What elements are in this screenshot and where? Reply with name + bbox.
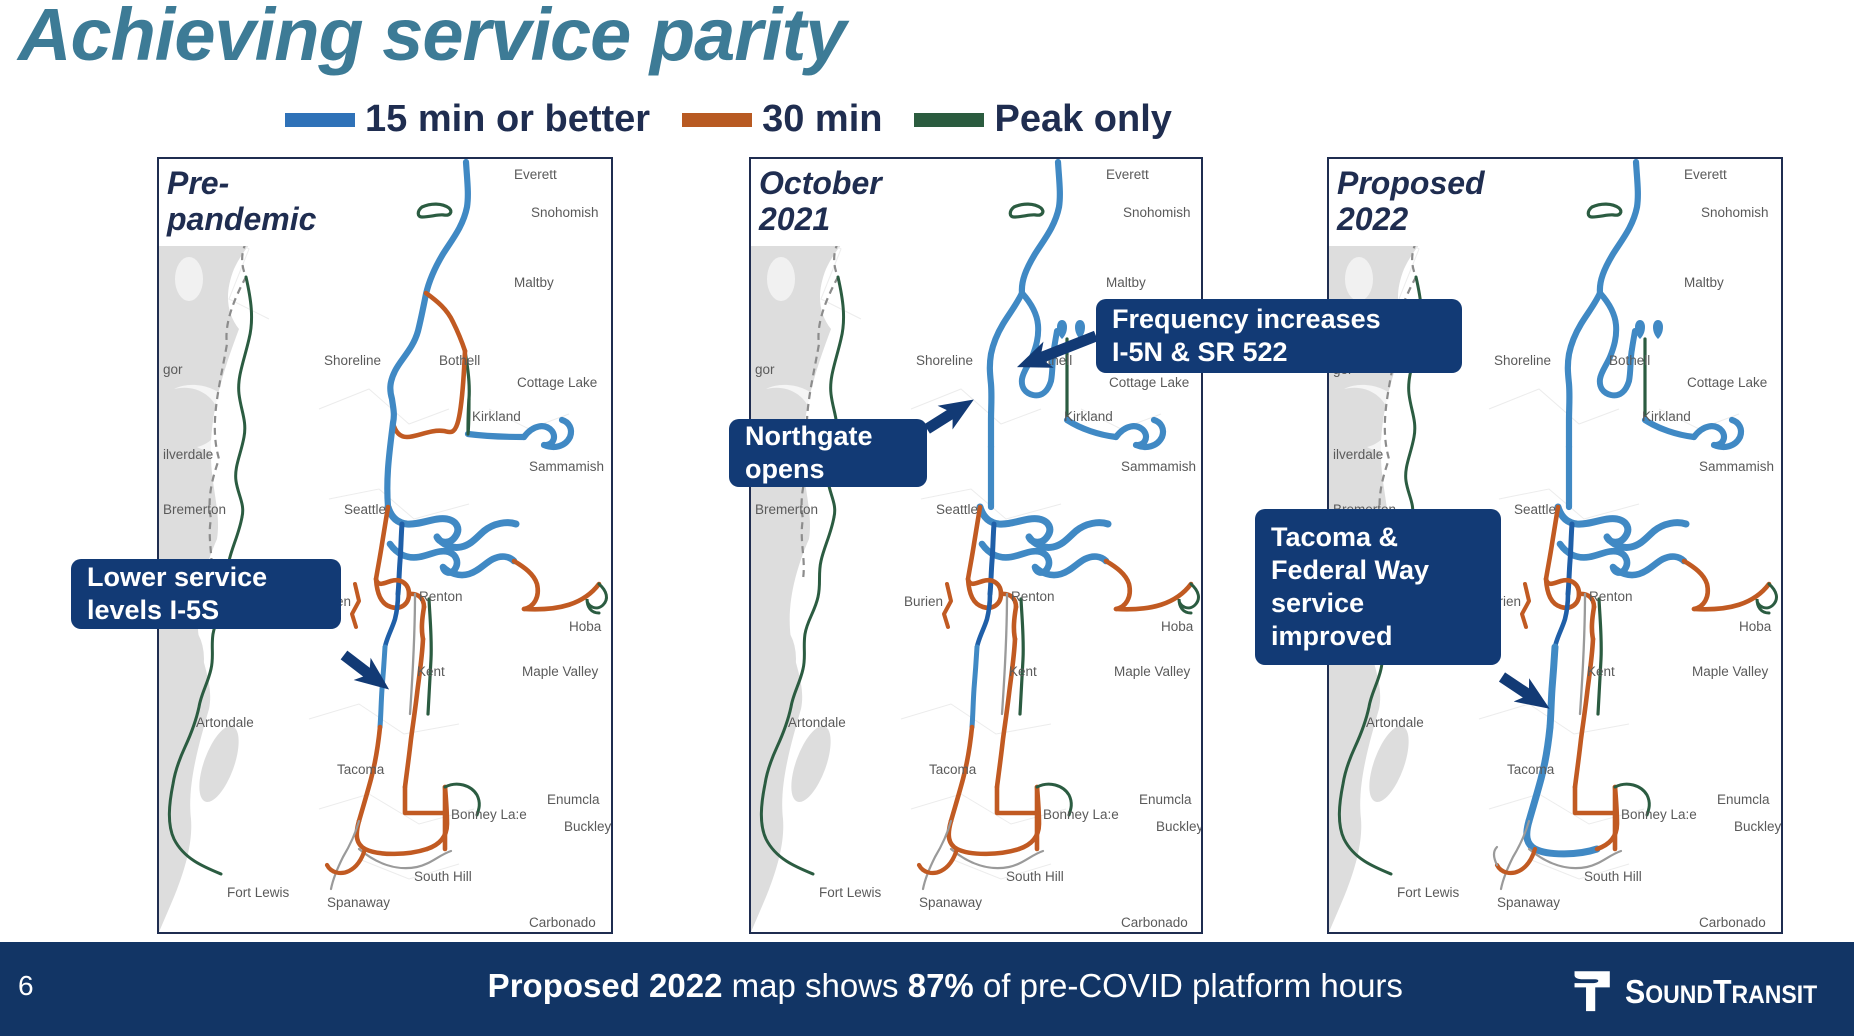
svg-text:Carbonado: Carbonado xyxy=(529,915,596,930)
svg-text:Fort Lewis: Fort Lewis xyxy=(227,885,290,900)
svg-text:Everett: Everett xyxy=(1106,167,1149,182)
svg-text:Kent: Kent xyxy=(417,664,445,679)
svg-text:Maple Valley: Maple Valley xyxy=(1114,664,1191,679)
svg-text:Buckley: Buckley xyxy=(1156,819,1203,834)
svg-text:Artondale: Artondale xyxy=(1366,715,1424,730)
svg-text:South Hill: South Hill xyxy=(414,869,472,884)
svg-text:Snohomish: Snohomish xyxy=(1701,205,1769,220)
svg-text:Carbonado: Carbonado xyxy=(1699,915,1766,930)
svg-text:Bothell: Bothell xyxy=(1609,353,1650,368)
svg-text:Snohomish: Snohomish xyxy=(531,205,599,220)
svg-text:Tacoma: Tacoma xyxy=(929,762,977,777)
svg-text:Maltby: Maltby xyxy=(514,275,554,290)
svg-text:Everett: Everett xyxy=(514,167,557,182)
svg-text:Renton: Renton xyxy=(1589,589,1633,604)
svg-text:South Hill: South Hill xyxy=(1006,869,1064,884)
svg-text:Artondale: Artondale xyxy=(788,715,846,730)
svg-text:Tacoma: Tacoma xyxy=(1507,762,1555,777)
svg-text:Seattle: Seattle xyxy=(1514,502,1556,517)
svg-text:Everett: Everett xyxy=(1684,167,1727,182)
svg-text:Enumcla: Enumcla xyxy=(1717,792,1770,807)
svg-text:Seattle: Seattle xyxy=(344,502,386,517)
svg-text:Maltby: Maltby xyxy=(1106,275,1146,290)
svg-text:Kent: Kent xyxy=(1009,664,1037,679)
svg-text:Maple Valley: Maple Valley xyxy=(1692,664,1769,679)
svg-text:Kirkland: Kirkland xyxy=(1064,409,1113,424)
svg-text:Bothell: Bothell xyxy=(1031,353,1072,368)
svg-text:South Hill: South Hill xyxy=(1584,869,1642,884)
svg-text:Fort Lewis: Fort Lewis xyxy=(1397,885,1460,900)
svg-text:ilverdale: ilverdale xyxy=(1333,447,1383,462)
svg-text:Cottage Lake: Cottage Lake xyxy=(1109,375,1189,390)
svg-text:Shoreline: Shoreline xyxy=(1494,353,1551,368)
svg-text:Shoreline: Shoreline xyxy=(916,353,973,368)
svg-text:Cottage Lake: Cottage Lake xyxy=(1687,375,1767,390)
svg-text:Bothell: Bothell xyxy=(439,353,480,368)
svg-text:Kirkland: Kirkland xyxy=(472,409,521,424)
svg-text:Renton: Renton xyxy=(1011,589,1055,604)
svg-text:Bonney La:e: Bonney La:e xyxy=(1621,807,1697,822)
svg-text:Spanaway: Spanaway xyxy=(327,895,390,910)
svg-text:Kent: Kent xyxy=(1587,664,1615,679)
svg-text:Fort Lewis: Fort Lewis xyxy=(819,885,882,900)
svg-text:Bremerton: Bremerton xyxy=(755,502,818,517)
svg-text:Buckley: Buckley xyxy=(1734,819,1782,834)
svg-text:Maltby: Maltby xyxy=(1684,275,1724,290)
svg-text:Snohomish: Snohomish xyxy=(1123,205,1191,220)
svg-text:Maple Valley: Maple Valley xyxy=(522,664,599,679)
svg-text:Artondale: Artondale xyxy=(196,715,254,730)
svg-text:Sammamish: Sammamish xyxy=(1699,459,1774,474)
svg-text:gor: gor xyxy=(755,362,775,377)
svg-text:Spanaway: Spanaway xyxy=(1497,895,1560,910)
svg-text:Sammamish: Sammamish xyxy=(1121,459,1196,474)
svg-text:Seattle: Seattle xyxy=(936,502,978,517)
svg-text:Kirkland: Kirkland xyxy=(1642,409,1691,424)
svg-text:gor: gor xyxy=(163,362,183,377)
svg-text:Hoba: Hoba xyxy=(1739,619,1772,634)
svg-text:Carbonado: Carbonado xyxy=(1121,915,1188,930)
svg-text:Sammamish: Sammamish xyxy=(529,459,604,474)
svg-text:Enumcla: Enumcla xyxy=(1139,792,1192,807)
svg-text:Hoba: Hoba xyxy=(1161,619,1194,634)
svg-text:Hoba: Hoba xyxy=(569,619,602,634)
svg-text:ilverdale: ilverdale xyxy=(163,447,213,462)
svg-text:Bremerton: Bremerton xyxy=(163,502,226,517)
svg-text:Bonney La:e: Bonney La:e xyxy=(1043,807,1119,822)
svg-text:Spanaway: Spanaway xyxy=(919,895,982,910)
svg-text:Buckley: Buckley xyxy=(564,819,612,834)
svg-text:Burien: Burien xyxy=(904,594,943,609)
svg-text:Bonney La:e: Bonney La:e xyxy=(451,807,527,822)
svg-text:Tacoma: Tacoma xyxy=(337,762,385,777)
svg-text:Cottage Lake: Cottage Lake xyxy=(517,375,597,390)
svg-text:Renton: Renton xyxy=(419,589,463,604)
svg-text:Enumcla: Enumcla xyxy=(547,792,600,807)
svg-text:Shoreline: Shoreline xyxy=(324,353,381,368)
